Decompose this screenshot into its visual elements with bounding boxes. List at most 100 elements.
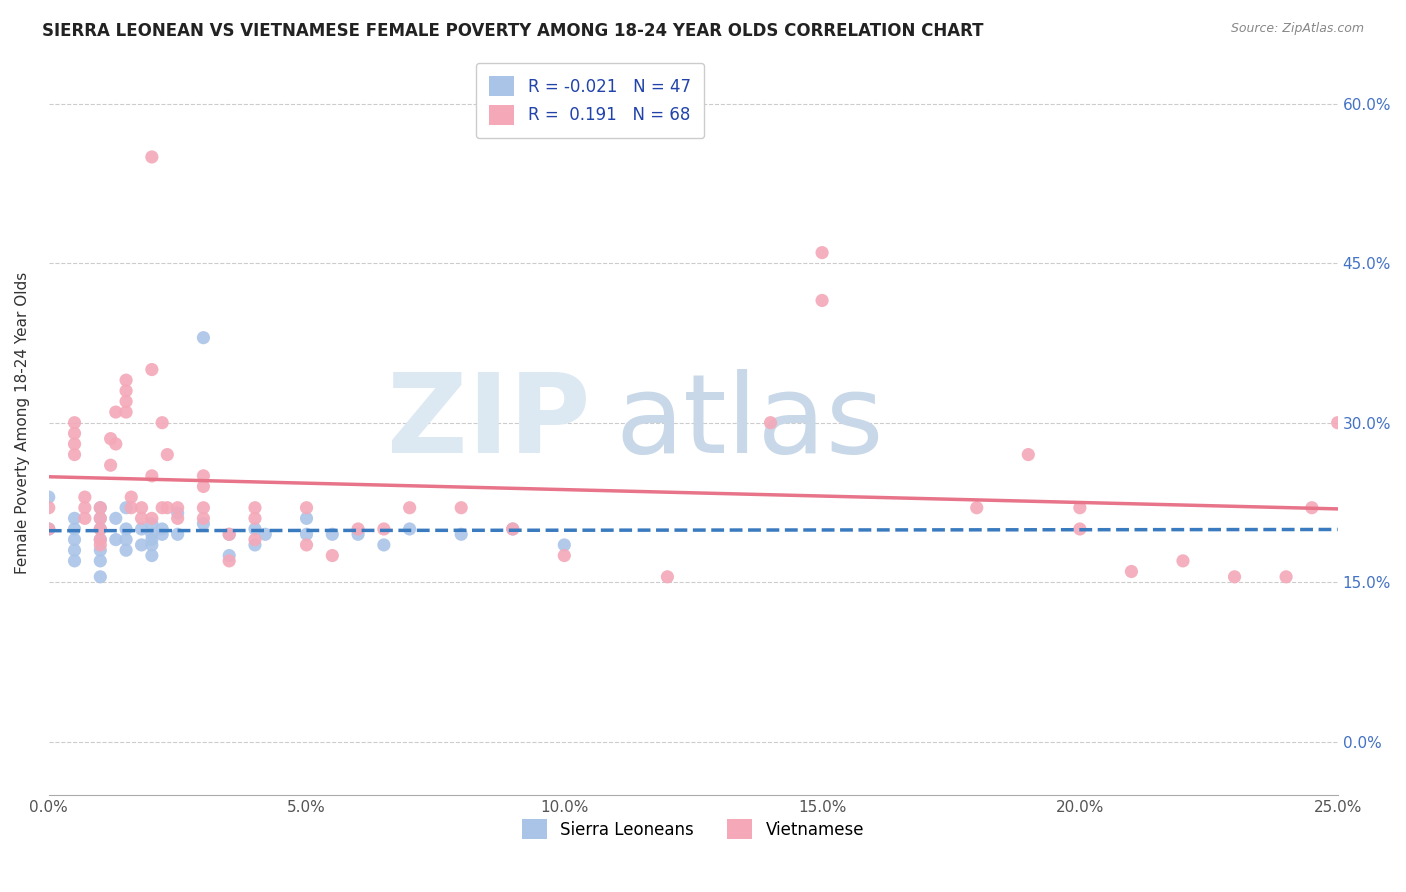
Point xyxy=(398,522,420,536)
Text: atlas: atlas xyxy=(616,369,884,476)
Point xyxy=(150,416,173,430)
Point xyxy=(156,448,179,462)
Point xyxy=(321,549,343,563)
Point xyxy=(115,500,138,515)
Point xyxy=(243,538,266,552)
Point xyxy=(89,511,111,525)
Point xyxy=(166,500,188,515)
Point xyxy=(193,500,215,515)
Point xyxy=(1171,554,1194,568)
Point xyxy=(63,416,86,430)
Point xyxy=(193,331,215,345)
Point xyxy=(193,479,215,493)
Point xyxy=(38,490,60,504)
Point xyxy=(141,516,163,531)
Point xyxy=(553,538,575,552)
Point xyxy=(141,362,163,376)
Point xyxy=(63,426,86,441)
Point xyxy=(131,511,153,525)
Point xyxy=(115,533,138,547)
Point xyxy=(150,500,173,515)
Point xyxy=(104,533,127,547)
Point xyxy=(1275,570,1298,584)
Point xyxy=(141,511,163,525)
Point xyxy=(193,511,215,525)
Point xyxy=(63,522,86,536)
Point xyxy=(89,522,111,536)
Y-axis label: Female Poverty Among 18-24 Year Olds: Female Poverty Among 18-24 Year Olds xyxy=(15,271,30,574)
Point xyxy=(131,522,153,536)
Point xyxy=(166,511,188,525)
Text: SIERRA LEONEAN VS VIETNAMESE FEMALE POVERTY AMONG 18-24 YEAR OLDS CORRELATION CH: SIERRA LEONEAN VS VIETNAMESE FEMALE POVE… xyxy=(42,22,984,40)
Point xyxy=(141,150,163,164)
Point xyxy=(295,527,318,541)
Point xyxy=(73,490,96,504)
Point xyxy=(254,527,277,541)
Point xyxy=(38,522,60,536)
Point xyxy=(1121,565,1143,579)
Point xyxy=(193,516,215,531)
Point xyxy=(141,527,163,541)
Point xyxy=(218,554,240,568)
Point xyxy=(100,432,122,446)
Point xyxy=(166,506,188,520)
Point xyxy=(1223,570,1246,584)
Point xyxy=(120,500,142,515)
Point xyxy=(150,527,173,541)
Point xyxy=(1017,448,1039,462)
Point xyxy=(450,527,472,541)
Point xyxy=(657,570,679,584)
Point xyxy=(38,500,60,515)
Point xyxy=(347,527,370,541)
Point xyxy=(115,405,138,419)
Text: Source: ZipAtlas.com: Source: ZipAtlas.com xyxy=(1230,22,1364,36)
Point xyxy=(89,500,111,515)
Point xyxy=(243,522,266,536)
Point xyxy=(1301,500,1323,515)
Point xyxy=(89,522,111,536)
Point xyxy=(218,549,240,563)
Point xyxy=(243,511,266,525)
Point xyxy=(120,490,142,504)
Point xyxy=(1326,416,1348,430)
Point xyxy=(243,533,266,547)
Point xyxy=(553,549,575,563)
Point xyxy=(63,554,86,568)
Point xyxy=(89,533,111,547)
Point xyxy=(131,500,153,515)
Point xyxy=(115,522,138,536)
Point xyxy=(295,538,318,552)
Point xyxy=(63,533,86,547)
Point xyxy=(295,511,318,525)
Point xyxy=(141,468,163,483)
Point xyxy=(89,554,111,568)
Point xyxy=(73,500,96,515)
Point xyxy=(218,527,240,541)
Point xyxy=(373,538,395,552)
Point xyxy=(1069,522,1091,536)
Point xyxy=(347,522,370,536)
Point xyxy=(115,384,138,398)
Point xyxy=(398,500,420,515)
Point xyxy=(73,511,96,525)
Point xyxy=(89,511,111,525)
Point xyxy=(141,533,163,547)
Point xyxy=(89,500,111,515)
Point xyxy=(450,500,472,515)
Point xyxy=(150,522,173,536)
Point xyxy=(38,522,60,536)
Point xyxy=(63,511,86,525)
Point xyxy=(89,570,111,584)
Point xyxy=(115,394,138,409)
Point xyxy=(89,533,111,547)
Point xyxy=(811,293,834,308)
Point xyxy=(243,500,266,515)
Point xyxy=(100,458,122,473)
Point xyxy=(141,549,163,563)
Point xyxy=(156,500,179,515)
Point xyxy=(373,522,395,536)
Point xyxy=(63,437,86,451)
Point xyxy=(295,500,318,515)
Point xyxy=(115,543,138,558)
Point xyxy=(811,245,834,260)
